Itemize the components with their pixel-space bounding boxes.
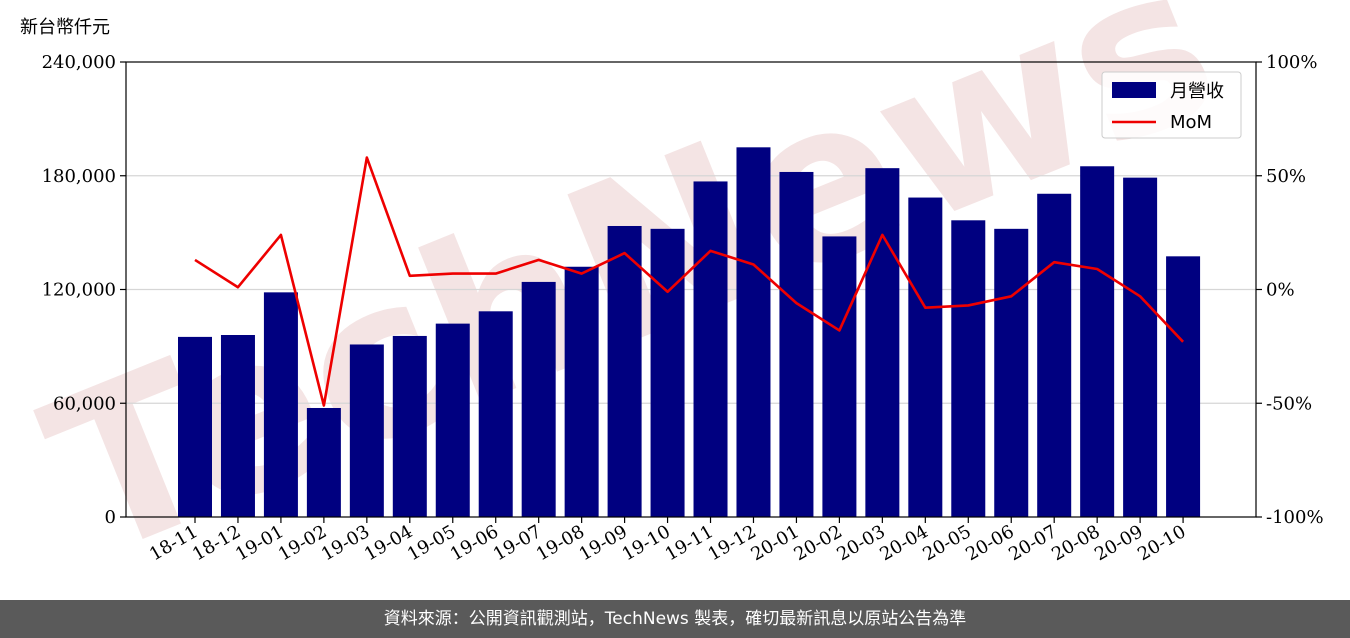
revenue-bar-19-03 <box>349 344 384 517</box>
revenue-bar-19-12 <box>736 147 771 517</box>
revenue-bar-20-01 <box>779 171 814 518</box>
x-tick-label-20-07: 20-07 <box>1005 521 1060 565</box>
revenue-bar-19-09 <box>607 225 642 518</box>
revenue-bar-19-10 <box>650 228 685 518</box>
revenue-bar-19-05 <box>435 323 470 517</box>
x-tick-label-20-02: 20-02 <box>790 521 845 565</box>
revenue-bar-18-11 <box>178 336 212 517</box>
mom-line <box>194 156 1185 407</box>
x-tick-label-19-03: 19-03 <box>318 521 373 565</box>
x-tick-label-19-11: 19-11 <box>662 521 717 565</box>
revenue-bar-19-08 <box>564 266 599 517</box>
x-tick-label-20-03: 20-03 <box>833 521 888 565</box>
revenue-bar-19-02 <box>306 407 341 517</box>
right-tick-label: 50% <box>1266 166 1306 187</box>
x-tick-label-20-05: 20-05 <box>919 521 974 565</box>
revenue-bar-20-02 <box>822 236 857 517</box>
x-tick-label-20-04: 20-04 <box>876 521 931 565</box>
left-tick-label: 120,000 <box>42 280 116 301</box>
revenue-bar-19-11 <box>693 181 728 517</box>
legend-bar-swatch <box>1112 82 1156 98</box>
x-tick-label-19-05: 19-05 <box>404 521 459 565</box>
x-tick-label-19-06: 19-06 <box>447 521 502 565</box>
right-tick-label: -50% <box>1266 393 1312 414</box>
unit-label: 新台幣仟元 <box>20 17 110 38</box>
revenue-bar-20-09 <box>1123 177 1158 518</box>
x-tick-label-20-01: 20-01 <box>748 521 803 565</box>
x-tick-label-20-06: 20-06 <box>962 521 1017 565</box>
x-tick-label-19-04: 19-04 <box>361 521 416 565</box>
revenue-bar-19-01 <box>263 292 298 517</box>
revenue-bar-20-06 <box>994 228 1029 518</box>
revenue-bar-19-04 <box>392 335 427 517</box>
revenue-bar-20-10 <box>1166 256 1201 517</box>
x-tick-label-20-10: 20-10 <box>1134 521 1189 565</box>
left-tick-label: 60,000 <box>53 393 116 414</box>
revenue-bar-19-06 <box>478 311 513 517</box>
x-tick-label-20-09: 20-09 <box>1091 521 1146 565</box>
legend-line-label: MoM <box>1170 112 1212 133</box>
left-tick-label: 0 <box>105 507 116 528</box>
x-tick-label-20-08: 20-08 <box>1048 521 1103 565</box>
right-tick-label: 0% <box>1266 280 1295 301</box>
right-tick-label: -100% <box>1266 507 1324 528</box>
x-tick-label-19-07: 19-07 <box>490 521 545 565</box>
source-footer: 資料來源：公開資訊觀測站，TechNews 製表，確切最新訊息以原站公告為準 <box>0 600 1350 638</box>
revenue-bar-20-05 <box>951 220 986 518</box>
revenue-bar-20-07 <box>1037 193 1072 517</box>
x-tick-label-19-12: 19-12 <box>705 521 760 565</box>
x-tick-label-19-09: 19-09 <box>576 521 631 565</box>
legend-bar-label: 月營收 <box>1170 81 1224 102</box>
revenue-bar-20-03 <box>865 168 900 517</box>
revenue-bar-19-07 <box>521 281 556 517</box>
left-tick-label: 180,000 <box>42 166 116 187</box>
left-tick-label: 240,000 <box>42 52 116 73</box>
x-tick-label-19-08: 19-08 <box>533 521 588 565</box>
revenue-bar-20-08 <box>1080 166 1115 518</box>
revenue-bar-18-12 <box>220 335 255 517</box>
revenue-chart: TechNews 060,000120,000180,000240,000-10… <box>16 0 1324 600</box>
x-tick-label-19-10: 19-10 <box>619 521 674 565</box>
revenue-bar-20-04 <box>908 197 943 518</box>
right-tick-label: 100% <box>1266 52 1317 73</box>
